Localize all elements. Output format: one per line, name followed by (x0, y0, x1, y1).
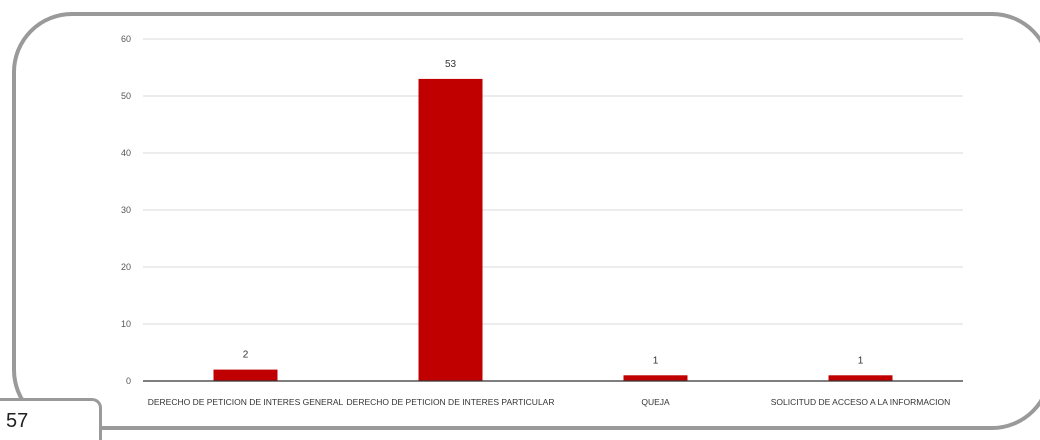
category-labels: DERECHO DE PETICION DE INTERES GENERAL DE… (148, 397, 951, 407)
bar-1 (213, 369, 278, 381)
data-label-3: 1 (653, 355, 659, 366)
y-tick-label-10: 10 (121, 319, 131, 329)
category-label-2: DERECHO DE PETICION DE INTERES PARTICULA… (347, 397, 555, 407)
gridlines (143, 38, 963, 325)
bar-3 (623, 375, 688, 381)
data-label-4: 1 (858, 355, 864, 366)
y-tick-label-40: 40 (121, 148, 131, 158)
y-tick-label-50: 50 (121, 91, 131, 101)
bar-2 (418, 78, 483, 382)
data-label-2: 53 (445, 59, 457, 70)
data-labels: 2 53 1 1 (243, 59, 864, 366)
category-label-1: DERECHO DE PETICION DE INTERES GENERAL (148, 397, 344, 407)
y-tick-label-20: 20 (121, 262, 131, 272)
category-label-4: SOLICITUD DE ACCESO A LA INFORMACION (771, 397, 950, 407)
category-label-3: QUEJA (641, 397, 670, 407)
chart-frame (12, 12, 1040, 430)
page-number: 57 (6, 410, 29, 432)
data-label-1: 2 (243, 350, 249, 361)
y-tick-label-60: 60 (121, 34, 131, 44)
y-tick-label-0: 0 (126, 376, 131, 386)
page-number-tab (0, 398, 102, 440)
bars (213, 78, 893, 382)
y-tick-label-30: 30 (121, 205, 131, 215)
y-axis-ticks: 0 10 20 30 40 50 60 (121, 34, 131, 386)
bar-4 (828, 375, 893, 381)
